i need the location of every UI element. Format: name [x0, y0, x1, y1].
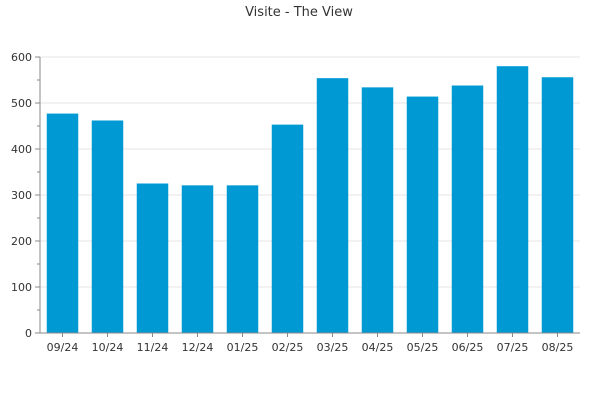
- y-tick-label: 0: [25, 327, 32, 340]
- bar: [91, 120, 124, 333]
- x-tick-label: 07/25: [497, 341, 529, 354]
- x-tick-label: 04/25: [362, 341, 394, 354]
- bar: [226, 185, 259, 333]
- bar: [406, 96, 439, 333]
- axes: [35, 56, 580, 337]
- x-tick-label: 10/24: [92, 341, 124, 354]
- y-tick-label: 500: [11, 97, 32, 110]
- bar: [361, 87, 394, 333]
- x-tick-label: 09/24: [47, 341, 79, 354]
- y-tick-label: 100: [11, 281, 32, 294]
- x-tick-label: 08/25: [542, 341, 574, 354]
- tick-labels: 0 100 200 300 400 500 600 09/24 10/24 11/24 12/24 0…: [11, 51, 573, 354]
- x-tick-label: 11/24: [137, 341, 169, 354]
- bar: [271, 124, 304, 334]
- x-tick-label: 05/25: [407, 341, 439, 354]
- bar: [316, 78, 349, 333]
- chart-title: Visite - The View: [245, 5, 353, 20]
- bar: [181, 185, 214, 333]
- x-tick-label: 01/25: [227, 341, 259, 354]
- y-tick-label: 300: [11, 189, 32, 202]
- x-tick-label: 02/25: [272, 341, 304, 354]
- x-tick-label: 12/24: [182, 341, 214, 354]
- y-tick-label: 200: [11, 235, 32, 248]
- y-tick-label: 600: [11, 51, 32, 64]
- x-tick-label: 03/25: [317, 341, 349, 354]
- bars: [46, 66, 574, 334]
- bar: [541, 77, 574, 334]
- bar: [46, 113, 79, 333]
- x-tick-label: 06/25: [452, 341, 484, 354]
- y-tick-label: 400: [11, 143, 32, 156]
- bar: [496, 66, 529, 333]
- grid-lines: [40, 56, 580, 288]
- bar: [451, 85, 484, 334]
- bar: [136, 183, 169, 333]
